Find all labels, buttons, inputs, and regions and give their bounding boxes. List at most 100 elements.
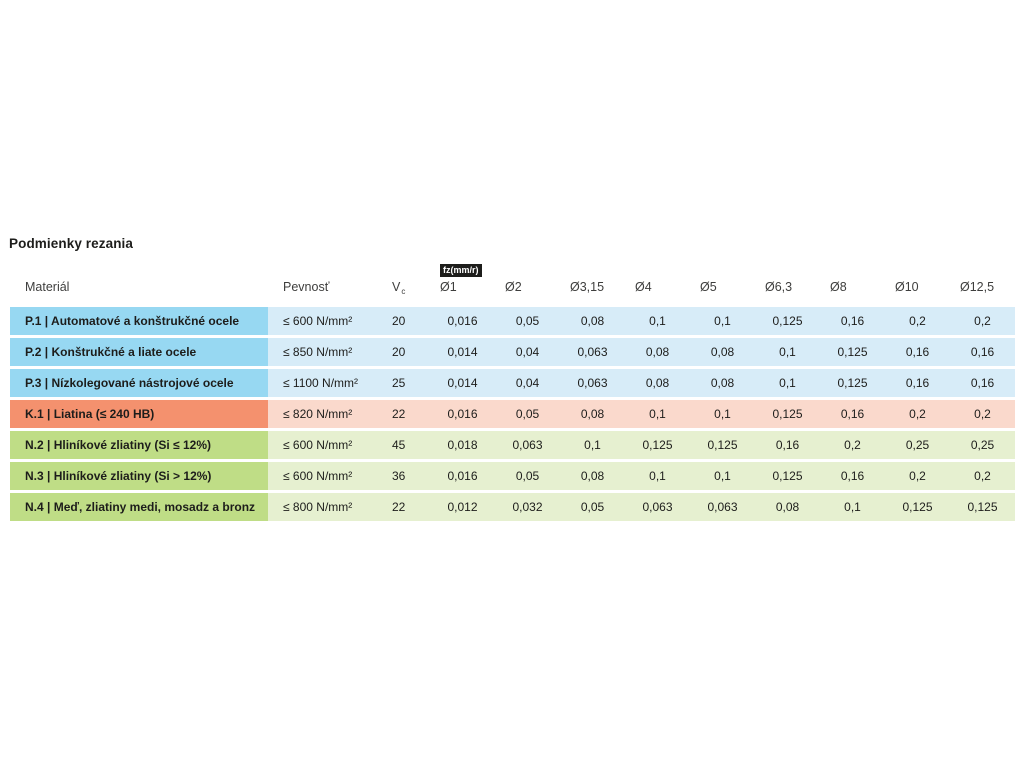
material-cell: P.2 | Konštrukčné a liate ocele <box>10 338 268 366</box>
feed-value-cell: 0,16 <box>950 338 1015 366</box>
strength-cell: ≤ 820 N/mm² <box>268 400 380 428</box>
column-header-material: Materiál <box>25 280 70 294</box>
feed-value-cell: 0,25 <box>885 431 950 459</box>
feed-value-cell: 0,018 <box>430 431 495 459</box>
table-body: P.1 | Automatové a konštrukčné ocele ≤ 60… <box>10 307 1015 521</box>
vc-cell: 36 <box>380 462 430 490</box>
feed-value-cell: 0,2 <box>950 462 1015 490</box>
feed-value-cell: 0,016 <box>430 462 495 490</box>
strength-cell: ≤ 850 N/mm² <box>268 338 380 366</box>
feed-value-cell: 0,16 <box>820 462 885 490</box>
feed-value-cell: 0,063 <box>560 338 625 366</box>
vc-cell: 45 <box>380 431 430 459</box>
feed-value-cell: 0,05 <box>495 307 560 335</box>
column-header-diameter-8: Ø10 <box>895 280 919 294</box>
material-cell: N.3 | Hliníkové zliatiny (Si > 12%) <box>10 462 268 490</box>
feed-value-cell: 0,05 <box>495 400 560 428</box>
column-header-diameter-9: Ø12,5 <box>960 280 995 294</box>
page-title: Podmienky rezania <box>9 236 133 251</box>
feed-value-cell: 0,063 <box>495 431 560 459</box>
feed-value-cell: 0,08 <box>560 462 625 490</box>
table-row: N.2 | Hliníkové zliatiny (Si ≤ 12%) ≤ 600… <box>10 431 1015 459</box>
feed-unit-badge: fz(mm/r) <box>440 264 482 277</box>
table-row: P.2 | Konštrukčné a liate ocele ≤ 850 N/m… <box>10 338 1015 366</box>
cutting-conditions-table: Materiál Pevnosť Vc fz(mm/r) Ø1 Ø2 Ø3,15… <box>10 259 1015 524</box>
column-header-diameter-6: Ø6,3 <box>765 280 793 294</box>
feed-value-cell: 0,016 <box>430 400 495 428</box>
feed-value-cell: 0,1 <box>625 400 690 428</box>
feed-value-cell: 0,125 <box>885 493 950 521</box>
feed-value-cell: 0,08 <box>625 338 690 366</box>
feed-value-cell: 0,032 <box>495 493 560 521</box>
feed-value-cell: 0,08 <box>625 369 690 397</box>
column-header-diameter-1: fz(mm/r) Ø1 <box>430 262 495 304</box>
table-row: P.1 | Automatové a konštrukčné ocele ≤ 60… <box>10 307 1015 335</box>
feed-value-cell: 0,16 <box>820 307 885 335</box>
feed-value-cell: 0,08 <box>755 493 820 521</box>
feed-value-cell: 0,1 <box>755 338 820 366</box>
feed-value-cell: 0,16 <box>885 338 950 366</box>
feed-value-cell: 0,2 <box>950 307 1015 335</box>
column-header-diameter-2: Ø2 <box>505 280 522 294</box>
feed-value-cell: 0,125 <box>755 462 820 490</box>
feed-value-cell: 0,16 <box>755 431 820 459</box>
table-header: Materiál Pevnosť Vc fz(mm/r) Ø1 Ø2 Ø3,15… <box>10 262 1015 304</box>
feed-value-cell: 0,2 <box>820 431 885 459</box>
material-cell: P.3 | Nízkolegované nástrojové ocele <box>10 369 268 397</box>
feed-value-cell: 0,1 <box>820 493 885 521</box>
vc-cell: 22 <box>380 400 430 428</box>
page: Podmienky rezania Materiál Pevnosť Vc fz… <box>9 236 1015 524</box>
feed-value-cell: 0,125 <box>755 400 820 428</box>
vc-cell: 25 <box>380 369 430 397</box>
material-cell: N.2 | Hliníkové zliatiny (Si ≤ 12%) <box>10 431 268 459</box>
feed-value-cell: 0,04 <box>495 338 560 366</box>
strength-cell: ≤ 600 N/mm² <box>268 307 380 335</box>
feed-value-cell: 0,08 <box>690 338 755 366</box>
feed-value-cell: 0,08 <box>560 307 625 335</box>
feed-value-cell: 0,014 <box>430 369 495 397</box>
column-header-diameter-7: Ø8 <box>830 280 847 294</box>
feed-value-cell: 0,125 <box>820 369 885 397</box>
strength-cell: ≤ 600 N/mm² <box>268 431 380 459</box>
feed-value-cell: 0,125 <box>625 431 690 459</box>
diameter-label: Ø1 <box>440 280 457 294</box>
feed-value-cell: 0,25 <box>950 431 1015 459</box>
material-cell: N.4 | Meď, zliatiny medi, mosadz a bronz <box>10 493 268 521</box>
feed-value-cell: 0,063 <box>560 369 625 397</box>
feed-value-cell: 0,04 <box>495 369 560 397</box>
feed-value-cell: 0,125 <box>820 338 885 366</box>
column-header-diameter-3: Ø3,15 <box>570 280 605 294</box>
feed-value-cell: 0,125 <box>950 493 1015 521</box>
feed-value-cell: 0,1 <box>755 369 820 397</box>
feed-value-cell: 0,016 <box>430 307 495 335</box>
column-header-vc: Vc <box>380 262 430 304</box>
feed-value-cell: 0,05 <box>560 493 625 521</box>
column-header-strength: Pevnosť <box>283 280 330 294</box>
feed-value-cell: 0,1 <box>690 462 755 490</box>
vc-symbol: V <box>392 280 401 294</box>
column-header-diameter-4: Ø4 <box>635 280 652 294</box>
feed-value-cell: 0,063 <box>625 493 690 521</box>
strength-cell: ≤ 1100 N/mm² <box>268 369 380 397</box>
feed-value-cell: 0,16 <box>885 369 950 397</box>
feed-value-cell: 0,012 <box>430 493 495 521</box>
feed-value-cell: 0,1 <box>690 307 755 335</box>
vc-cell: 20 <box>380 338 430 366</box>
feed-value-cell: 0,2 <box>885 462 950 490</box>
feed-value-cell: 0,014 <box>430 338 495 366</box>
feed-value-cell: 0,08 <box>560 400 625 428</box>
feed-value-cell: 0,125 <box>755 307 820 335</box>
table-row: N.4 | Meď, zliatiny medi, mosadz a bronz… <box>10 493 1015 521</box>
feed-value-cell: 0,1 <box>560 431 625 459</box>
table-row: K.1 | Liatina (≤ 240 HB) ≤ 820 N/mm² 22 0,0… <box>10 400 1015 428</box>
feed-value-cell: 0,08 <box>690 369 755 397</box>
material-cell: K.1 | Liatina (≤ 240 HB) <box>10 400 268 428</box>
feed-value-cell: 0,1 <box>625 307 690 335</box>
vc-cell: 22 <box>380 493 430 521</box>
feed-value-cell: 0,1 <box>625 462 690 490</box>
feed-value-cell: 0,16 <box>950 369 1015 397</box>
feed-value-cell: 0,1 <box>690 400 755 428</box>
strength-cell: ≤ 800 N/mm² <box>268 493 380 521</box>
table-row: N.3 | Hliníkové zliatiny (Si > 12%) ≤ 600… <box>10 462 1015 490</box>
vc-subscript: c <box>401 287 406 296</box>
